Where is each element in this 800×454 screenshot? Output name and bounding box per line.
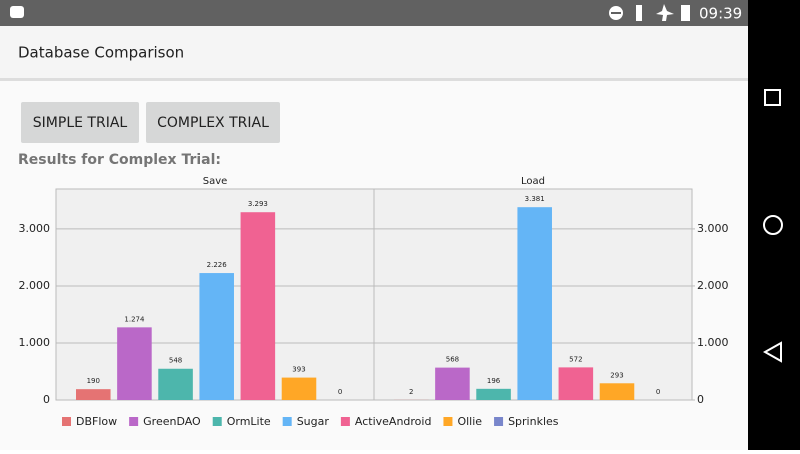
legend-label: Sprinkles	[508, 415, 559, 428]
legend-swatch	[129, 417, 138, 426]
bar	[76, 389, 111, 400]
group-label: Load	[521, 176, 545, 187]
value-label: 293	[610, 371, 623, 379]
value-label: 0	[656, 388, 660, 396]
value-label: 548	[169, 357, 182, 365]
value-label: 568	[446, 356, 459, 364]
bar	[241, 212, 276, 400]
vibrate-icon	[636, 5, 642, 21]
value-label: 0	[338, 388, 342, 396]
y-tick-label: 1.000	[19, 336, 51, 349]
legend-swatch	[494, 417, 503, 426]
legend-label: Ollie	[457, 415, 482, 428]
y2-tick-label: 3.000	[697, 222, 729, 235]
value-label: 2.226	[207, 261, 228, 269]
y-tick-label: 3.000	[19, 222, 51, 235]
value-label: 393	[292, 366, 305, 374]
legend-label: OrmLite	[227, 415, 271, 428]
legend-swatch	[443, 417, 452, 426]
legend-swatch	[341, 417, 350, 426]
y-tick-label: 0	[43, 393, 50, 406]
bar	[435, 368, 470, 400]
y-tick-label: 2.000	[19, 279, 51, 292]
y2-tick-label: 1.000	[697, 336, 729, 349]
value-label: 3.293	[248, 200, 268, 208]
android-icon	[10, 6, 24, 18]
value-label: 572	[569, 355, 582, 363]
value-label: 3.381	[525, 195, 545, 203]
bar	[199, 273, 234, 400]
y2-tick-label: 2.000	[697, 279, 729, 292]
nav-bar	[748, 0, 800, 450]
value-label: 1.274	[124, 315, 145, 323]
bar	[158, 369, 193, 400]
legend-label: ActiveAndroid	[355, 415, 432, 428]
bar	[559, 367, 594, 400]
clock: 09:39	[699, 5, 742, 23]
value-label: 196	[487, 377, 501, 385]
legend-label: Sugar	[297, 415, 330, 428]
legend-swatch	[213, 417, 222, 426]
legend-swatch	[62, 417, 71, 426]
status-bar	[0, 0, 748, 26]
y2-tick-label: 0	[697, 393, 704, 406]
bar	[117, 327, 152, 400]
group-label: Save	[203, 176, 228, 187]
legend-label: GreenDAO	[143, 415, 201, 428]
value-label: 2	[409, 388, 413, 396]
dnd-bar	[611, 12, 621, 14]
legend-label: DBFlow	[76, 415, 117, 428]
button-label[interactable]: SIMPLE TRIAL	[33, 115, 128, 131]
chart: 0 1.000 2.000 3.000 0 1.000 2.000 3.000 Save 190 1…	[19, 176, 729, 428]
bar	[476, 389, 511, 400]
battery-icon	[681, 5, 690, 21]
app-bar-shadow	[0, 78, 748, 81]
results-label: Results for Complex Trial:	[18, 152, 221, 168]
value-label: 190	[87, 377, 100, 385]
button-label[interactable]: COMPLEX TRIAL	[157, 115, 269, 131]
app-title: Database Comparison	[18, 44, 184, 62]
bar	[600, 383, 635, 400]
bar	[517, 207, 552, 400]
legend-swatch	[283, 417, 292, 426]
bar	[282, 378, 317, 400]
